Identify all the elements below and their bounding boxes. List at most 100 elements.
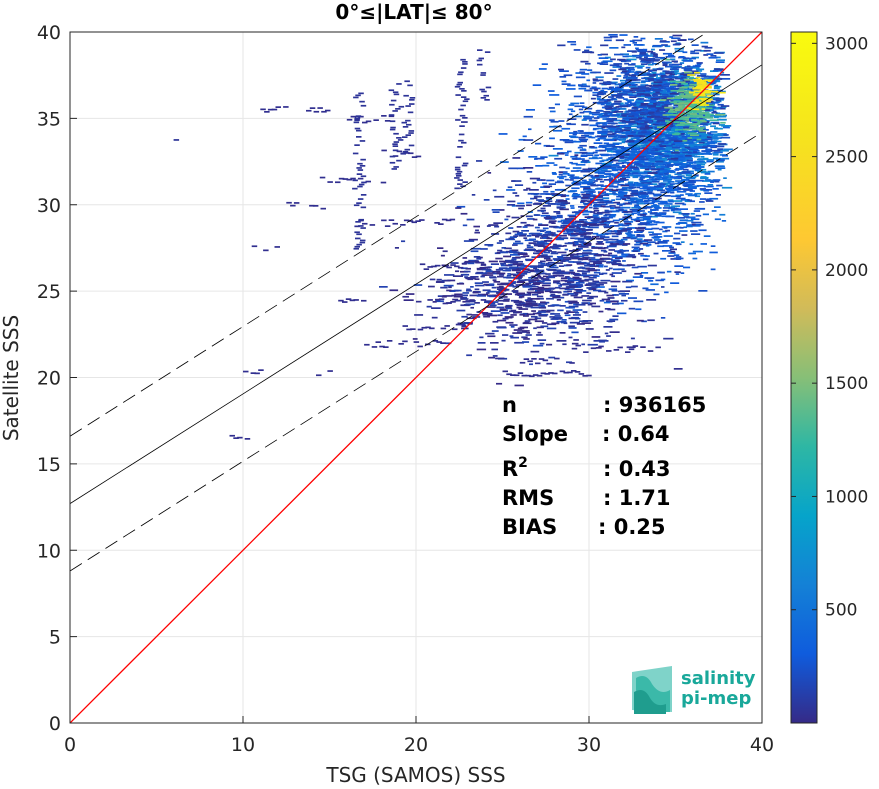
density-cell — [497, 249, 503, 252]
density-cell — [664, 195, 671, 197]
density-cell — [692, 250, 703, 253]
density-cell — [603, 301, 611, 304]
density-cell — [533, 240, 539, 243]
density-cell — [582, 197, 589, 200]
density-cell — [603, 216, 614, 219]
density-cell — [679, 62, 685, 64]
density-cell — [487, 295, 494, 297]
density-cell — [667, 181, 675, 183]
density-cell — [693, 210, 701, 212]
density-cell — [603, 214, 608, 217]
density-cell — [627, 128, 637, 131]
density-cell — [537, 286, 545, 289]
density-cell — [527, 269, 535, 272]
density-cell — [616, 128, 623, 131]
density-cell — [634, 172, 645, 175]
density-cell — [721, 186, 733, 189]
density-cell — [642, 117, 652, 120]
density-cell — [533, 252, 541, 255]
density-cell — [660, 92, 668, 95]
density-cell — [588, 179, 595, 181]
density-cell — [471, 194, 476, 196]
density-cell — [511, 205, 516, 207]
density-cell — [590, 199, 600, 201]
density-cell — [604, 113, 608, 115]
density-cell — [678, 118, 685, 120]
density-cell — [681, 135, 689, 138]
density-cell — [710, 97, 720, 100]
density-cell — [597, 62, 603, 65]
density-cell — [597, 127, 604, 130]
density-cell — [622, 148, 630, 151]
density-cell — [633, 44, 643, 46]
density-cell — [635, 103, 643, 106]
density-cell — [440, 254, 445, 257]
density-cell — [662, 245, 673, 247]
density-cell — [570, 43, 577, 46]
density-cell — [604, 308, 611, 310]
density-cell — [582, 299, 592, 302]
density-cell — [664, 291, 669, 294]
density-cell — [570, 232, 579, 235]
density-cell — [586, 292, 592, 294]
density-cell — [505, 238, 516, 241]
density-cell — [639, 185, 648, 187]
density-cell — [657, 148, 666, 150]
density-cell — [609, 214, 617, 216]
density-cell — [684, 78, 694, 81]
density-cell — [660, 278, 666, 281]
density-cell — [573, 211, 581, 213]
density-cell — [645, 66, 651, 69]
density-cell — [624, 73, 630, 76]
density-cell — [661, 44, 668, 46]
density-cell — [487, 335, 496, 338]
density-cell — [513, 235, 518, 237]
density-cell — [623, 44, 631, 46]
density-cell — [577, 233, 587, 236]
density-cell — [553, 243, 557, 246]
density-cell — [685, 88, 696, 90]
density-cell — [653, 239, 662, 241]
density-cell — [604, 39, 612, 42]
density-cell — [514, 384, 524, 387]
density-cell — [582, 106, 588, 109]
density-cell — [517, 273, 528, 275]
density-cell — [696, 83, 707, 85]
density-cell — [653, 194, 659, 197]
density-cell — [538, 262, 543, 264]
density-cell — [620, 197, 626, 200]
density-cell — [452, 275, 463, 277]
density-cell — [488, 224, 499, 226]
density-cell — [522, 284, 533, 287]
density-cell — [636, 91, 643, 93]
density-cell — [649, 69, 657, 72]
density-cell — [639, 235, 645, 238]
density-cell — [664, 45, 671, 48]
density-cell — [663, 235, 673, 237]
density-cell — [537, 331, 542, 334]
density-cell — [443, 284, 454, 287]
density-cell — [700, 176, 707, 178]
density-cell — [658, 271, 665, 274]
density-cell — [611, 272, 622, 274]
density-cell — [637, 85, 646, 88]
density-cell — [637, 100, 644, 103]
density-cell — [630, 123, 640, 125]
density-cell — [656, 126, 667, 129]
density-cell — [509, 335, 514, 337]
density-cell — [647, 69, 652, 72]
density-cell — [540, 200, 549, 202]
density-cell — [637, 74, 646, 76]
density-cell — [612, 147, 618, 150]
density-cell — [714, 206, 721, 208]
density-cell — [661, 286, 665, 288]
density-cell — [589, 111, 600, 114]
density-cell — [632, 276, 643, 278]
density-cell — [536, 229, 546, 232]
density-cell — [687, 199, 693, 202]
density-cell — [599, 194, 610, 197]
density-cell — [459, 323, 466, 326]
density-cell — [691, 137, 696, 140]
density-cell — [635, 65, 645, 67]
